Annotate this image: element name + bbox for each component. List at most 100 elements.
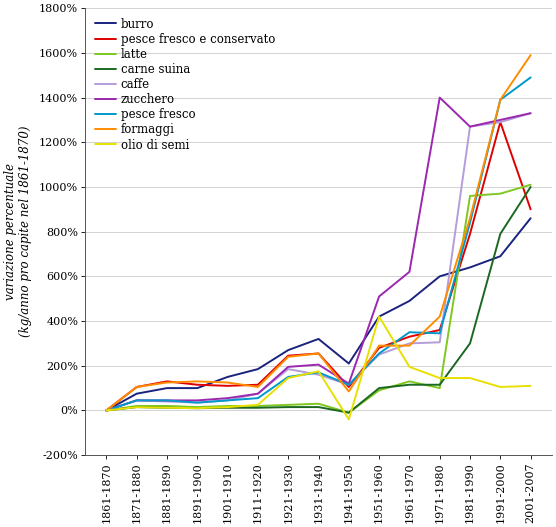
zucchero [133, 397, 140, 404]
burro [497, 253, 504, 259]
burro [406, 298, 413, 304]
pesce fresco e conservato [163, 378, 170, 385]
formaggi [527, 52, 534, 58]
burro [133, 391, 140, 397]
burro [315, 336, 322, 342]
zucchero [466, 123, 473, 130]
formaggi [497, 96, 504, 103]
carne suina [133, 404, 140, 410]
caffe [255, 391, 261, 397]
pesce fresco [224, 397, 231, 404]
pesce fresco e conservato [255, 382, 261, 388]
pesce fresco [406, 329, 413, 335]
latte [315, 401, 322, 407]
caffe [224, 397, 231, 404]
olio di semi [497, 384, 504, 390]
pesce fresco [345, 382, 352, 388]
pesce fresco e conservato [406, 334, 413, 340]
Line: caffe: caffe [106, 113, 530, 411]
pesce fresco e conservato [436, 327, 443, 333]
formaggi [345, 388, 352, 395]
olio di semi [315, 368, 322, 375]
olio di semi [163, 405, 170, 411]
burro [103, 407, 110, 414]
Y-axis label: variazione percentuale
(kg/anno pro capite nel 1861-1870): variazione percentuale (kg/anno pro capi… [4, 126, 32, 337]
formaggi [406, 343, 413, 349]
burro [345, 360, 352, 367]
Line: olio di semi: olio di semi [106, 317, 530, 419]
zucchero [406, 269, 413, 275]
latte [285, 402, 291, 408]
pesce fresco [285, 374, 291, 380]
pesce fresco e conservato [224, 383, 231, 389]
formaggi [376, 343, 383, 349]
latte [255, 403, 261, 409]
latte [497, 190, 504, 197]
caffe [133, 397, 140, 404]
formaggi [315, 350, 322, 357]
caffe [436, 339, 443, 345]
pesce fresco [103, 407, 110, 414]
caffe [406, 340, 413, 347]
pesce fresco [194, 399, 201, 406]
carne suina [224, 405, 231, 411]
Line: formaggi: formaggi [106, 55, 530, 411]
formaggi [133, 384, 140, 390]
pesce fresco e conservato [466, 231, 473, 237]
pesce fresco e conservato [345, 384, 352, 390]
formaggi [194, 378, 201, 385]
latte [194, 404, 201, 410]
pesce fresco [133, 397, 140, 404]
formaggi [103, 407, 110, 414]
pesce fresco [436, 330, 443, 337]
carne suina [285, 404, 291, 410]
burro [285, 347, 291, 353]
pesce fresco e conservato [497, 119, 504, 125]
zucchero [194, 397, 201, 404]
pesce fresco e conservato [315, 350, 322, 357]
latte [133, 403, 140, 409]
zucchero [103, 407, 110, 414]
olio di semi [194, 405, 201, 412]
burro [376, 314, 383, 320]
Line: carne suina: carne suina [106, 187, 530, 413]
Legend: burro, pesce fresco e conservato, latte, carne suina, caffe, zucchero, pesce fre: burro, pesce fresco e conservato, latte,… [91, 14, 279, 155]
pesce fresco e conservato [103, 407, 110, 414]
carne suina [376, 385, 383, 391]
zucchero [285, 364, 291, 370]
olio di semi [527, 383, 534, 389]
Line: zucchero: zucchero [106, 97, 530, 411]
caffe [103, 407, 110, 414]
olio di semi [255, 402, 261, 408]
burro [224, 374, 231, 380]
carne suina [466, 340, 473, 347]
pesce fresco e conservato [194, 382, 201, 388]
caffe [466, 123, 473, 130]
olio di semi [103, 407, 110, 414]
formaggi [163, 379, 170, 386]
carne suina [436, 382, 443, 388]
pesce fresco e conservato [285, 353, 291, 359]
pesce fresco [497, 96, 504, 103]
latte [466, 193, 473, 199]
zucchero [436, 94, 443, 101]
zucchero [376, 294, 383, 300]
olio di semi [133, 404, 140, 410]
pesce fresco [376, 350, 383, 357]
zucchero [527, 110, 534, 116]
formaggi [255, 384, 261, 390]
olio di semi [376, 314, 383, 320]
caffe [285, 366, 291, 372]
formaggi [466, 215, 473, 221]
carne suina [255, 405, 261, 411]
caffe [376, 352, 383, 358]
zucchero [255, 391, 261, 397]
pesce fresco [466, 220, 473, 226]
carne suina [315, 404, 322, 410]
burro [527, 215, 534, 221]
carne suina [406, 382, 413, 388]
carne suina [345, 409, 352, 416]
latte [103, 407, 110, 414]
caffe [163, 398, 170, 405]
olio di semi [436, 375, 443, 381]
